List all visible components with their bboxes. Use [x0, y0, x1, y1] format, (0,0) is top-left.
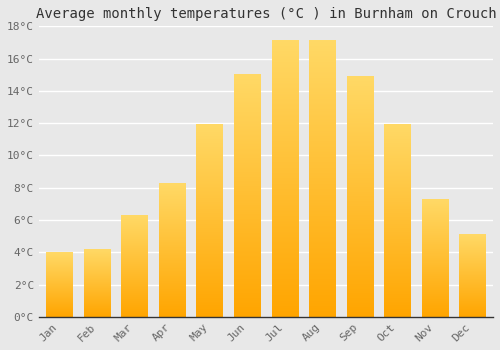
Title: Average monthly temperatures (°C ) in Burnham on Crouch: Average monthly temperatures (°C ) in Bu… [36, 7, 496, 21]
